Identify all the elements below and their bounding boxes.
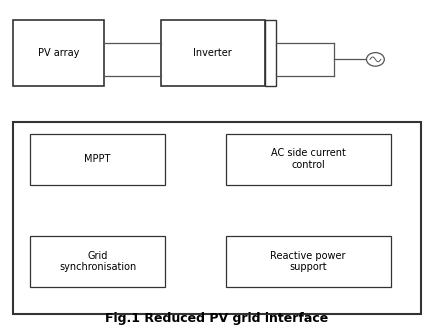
Bar [226, 236, 391, 287]
Bar [161, 20, 265, 86]
Text: Grid
synchronisation: Grid synchronisation [59, 251, 136, 272]
Bar [30, 236, 165, 287]
Text: PV array: PV array [38, 48, 79, 58]
Bar [13, 20, 104, 86]
Text: Reactive power
support: Reactive power support [270, 251, 346, 272]
Bar [30, 134, 165, 185]
Text: Fig.1 Reduced PV grid interface: Fig.1 Reduced PV grid interface [105, 312, 329, 325]
Bar [265, 20, 276, 86]
Text: MPPT: MPPT [85, 154, 111, 164]
Bar [226, 134, 391, 185]
Text: AC side current
control: AC side current control [271, 148, 345, 170]
Text: Inverter: Inverter [193, 48, 232, 58]
Bar [13, 122, 421, 314]
